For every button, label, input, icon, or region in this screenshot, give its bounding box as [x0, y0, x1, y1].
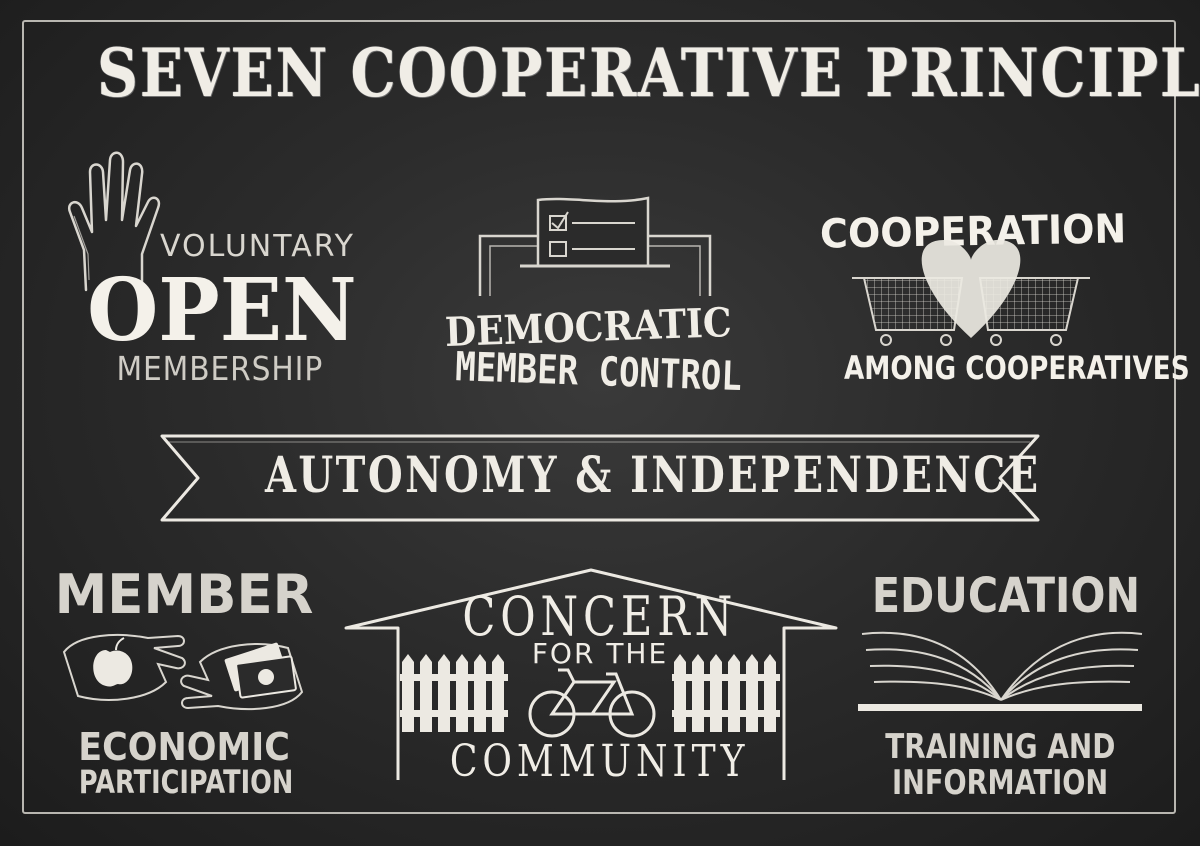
hands-apple-money-icon: [58, 622, 308, 722]
page-title: SEVEN COOPERATIVE PRINCIPLES: [97, 34, 1200, 112]
information-label: INFORMATION: [891, 763, 1109, 803]
open-label: OPEN: [87, 260, 357, 361]
among-cooperatives-label: AMONG COOPERATIVES: [843, 349, 1190, 387]
ribbon-banner-icon: [158, 430, 1042, 526]
education-label: EDUCATION: [871, 568, 1141, 624]
open-book-icon: [858, 624, 1146, 711]
voluntary-label: VOLUNTARY: [160, 229, 355, 264]
community-label: COMMUNITY: [450, 736, 750, 787]
economic-label: ECONOMIC: [78, 725, 290, 769]
training-label: TRAINING AND: [884, 727, 1116, 767]
for-the-label: FOR THE: [531, 637, 669, 670]
member-control-label: MEMBER CONTROL: [454, 344, 743, 401]
ballot-box-icon: [470, 196, 720, 316]
participation-label: PARTICIPATION: [78, 763, 294, 801]
house-fence-bicycle-icon: [344, 566, 838, 786]
shopping-carts-heart-icon: [852, 239, 1090, 348]
autonomy-label: AUTONOMY & INDEPENDENCE: [264, 445, 1041, 504]
member-label: MEMBER: [54, 563, 314, 626]
raised-hand-icon: [56, 150, 168, 300]
concern-label: CONCERN: [462, 585, 738, 648]
membership-label: MEMBERSHIP: [116, 349, 324, 388]
chalk-border: [22, 20, 1176, 814]
